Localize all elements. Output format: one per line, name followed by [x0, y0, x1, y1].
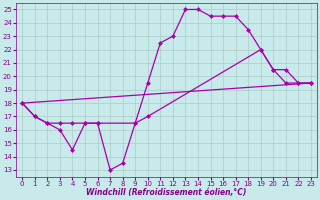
- X-axis label: Windchill (Refroidissement éolien,°C): Windchill (Refroidissement éolien,°C): [86, 188, 247, 197]
